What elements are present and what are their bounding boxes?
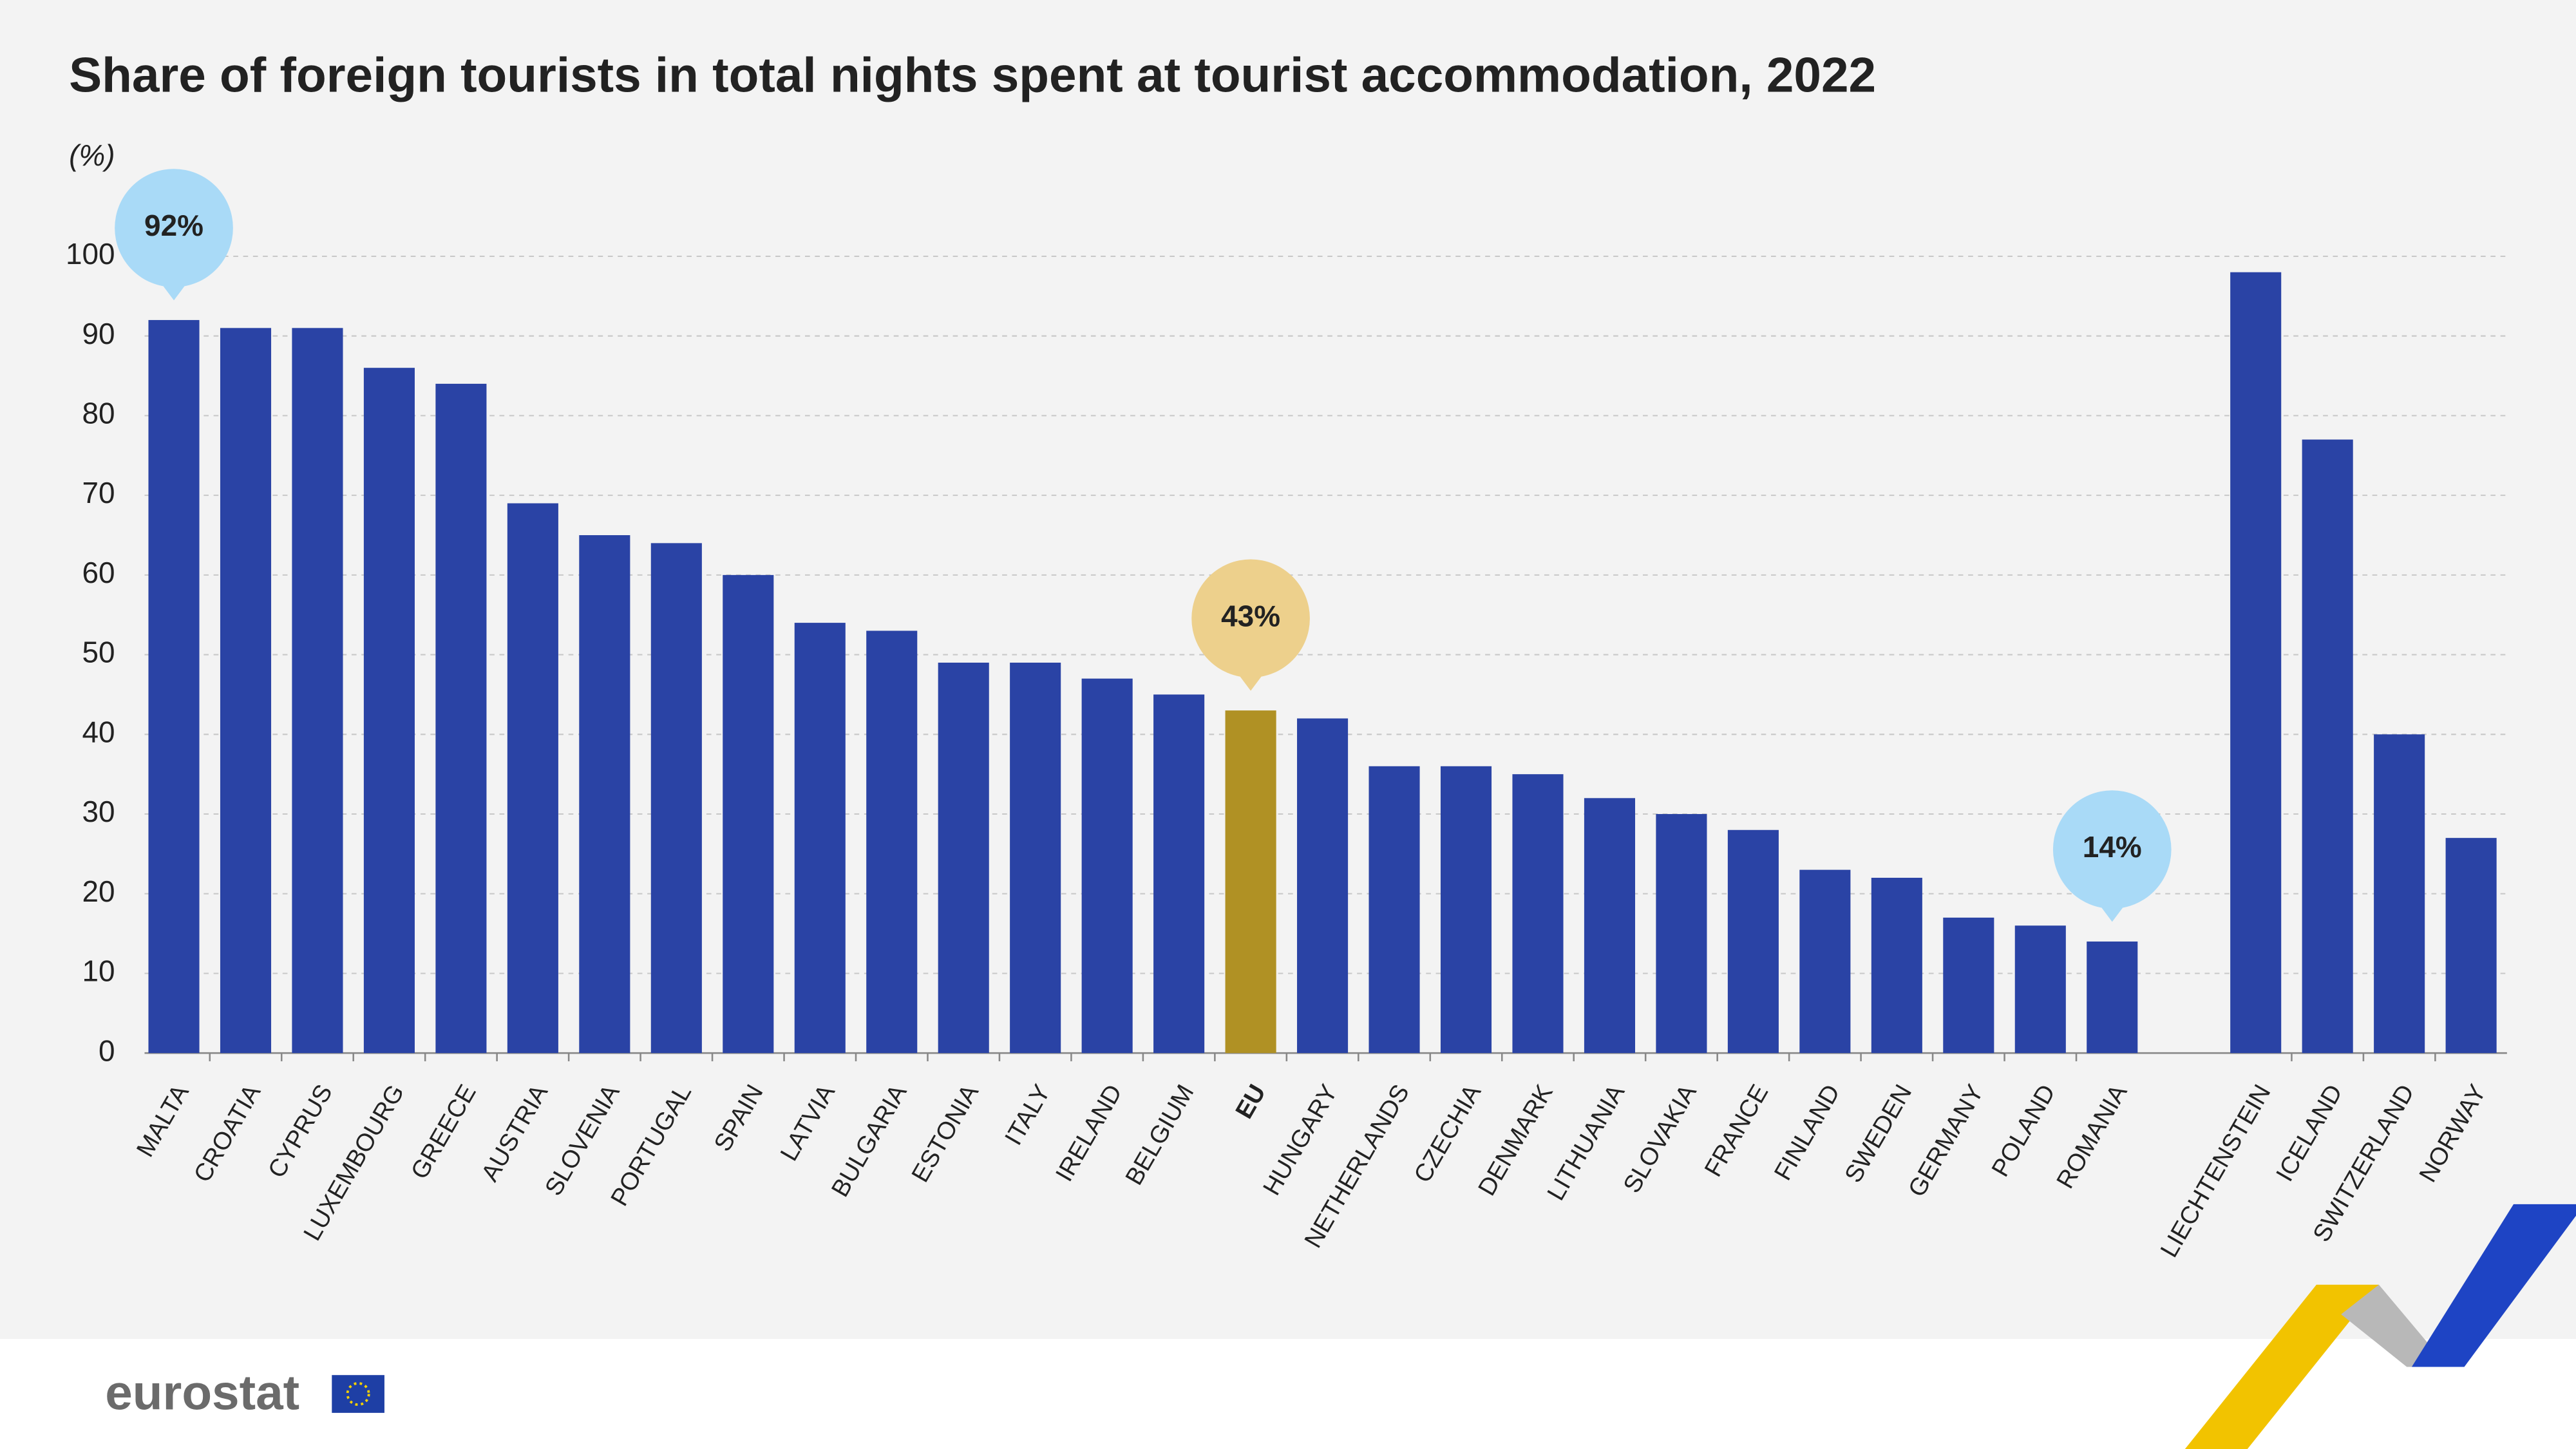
- callout-bubble: [1191, 559, 1310, 678]
- y-unit: (%): [69, 138, 115, 172]
- bar: [1153, 694, 1205, 1054]
- bar: [938, 662, 989, 1054]
- bar: [507, 503, 558, 1054]
- bar: [148, 319, 200, 1054]
- ribbon-decoration: [2184, 1204, 2576, 1449]
- bar: [2230, 272, 2282, 1054]
- bar: [2014, 925, 2066, 1054]
- bar: [2302, 439, 2353, 1054]
- y-tick-label: 0: [99, 1034, 115, 1067]
- y-tick-label: 100: [66, 237, 115, 270]
- bar: [1656, 814, 1707, 1054]
- bar: [723, 574, 774, 1054]
- callout-bubble: [115, 169, 233, 287]
- y-tick-label: 10: [82, 954, 115, 988]
- y-tick-label: 40: [82, 715, 115, 748]
- eu-stars: [346, 1382, 370, 1406]
- bar: [1727, 829, 1779, 1054]
- bar: [363, 368, 415, 1054]
- ribbon-blue: [2411, 1204, 2576, 1367]
- bar: [1512, 774, 1564, 1054]
- value-label: 92%: [144, 209, 204, 242]
- y-tick-label: 20: [82, 875, 115, 908]
- bar: [1297, 718, 1349, 1054]
- bar: [794, 623, 846, 1054]
- logo: eurostat: [105, 1366, 384, 1421]
- y-tick-label: 50: [82, 636, 115, 669]
- bar: [866, 630, 918, 1054]
- ribbon-gray: [2341, 1284, 2448, 1367]
- bar: [1081, 678, 1133, 1054]
- eu-flag: [332, 1375, 384, 1413]
- bar: [1799, 869, 1851, 1054]
- bar: [579, 535, 630, 1054]
- bar: [292, 328, 343, 1054]
- ribbon-yellow: [2184, 1284, 2379, 1449]
- bar: [1871, 878, 1922, 1054]
- bar: [2445, 838, 2497, 1054]
- y-tick-label: 30: [82, 795, 115, 828]
- y-tick-label: 60: [82, 556, 115, 589]
- y-tick-label: 80: [82, 397, 115, 430]
- chart-title: Share of foreign tourists in total night…: [69, 48, 1876, 103]
- bar: [1440, 766, 1492, 1054]
- bar: [1010, 662, 1061, 1054]
- value-label: 43%: [1221, 599, 1280, 632]
- bar: [1584, 798, 1635, 1054]
- bar: [1225, 710, 1276, 1054]
- y-tick-label: 70: [82, 476, 115, 509]
- bar: [650, 543, 702, 1054]
- y-tick-label: 90: [82, 317, 115, 350]
- value-label: 14%: [2083, 830, 2142, 864]
- bar: [2374, 734, 2425, 1054]
- chart-background: [0, 0, 2576, 1340]
- bar: [435, 383, 487, 1054]
- bar: [220, 328, 272, 1054]
- callout-bubble: [2052, 790, 2172, 909]
- bar: [1943, 917, 1994, 1054]
- logo-text: eurostat: [105, 1366, 299, 1421]
- bar: [2087, 941, 2138, 1054]
- bar: [1368, 766, 1420, 1054]
